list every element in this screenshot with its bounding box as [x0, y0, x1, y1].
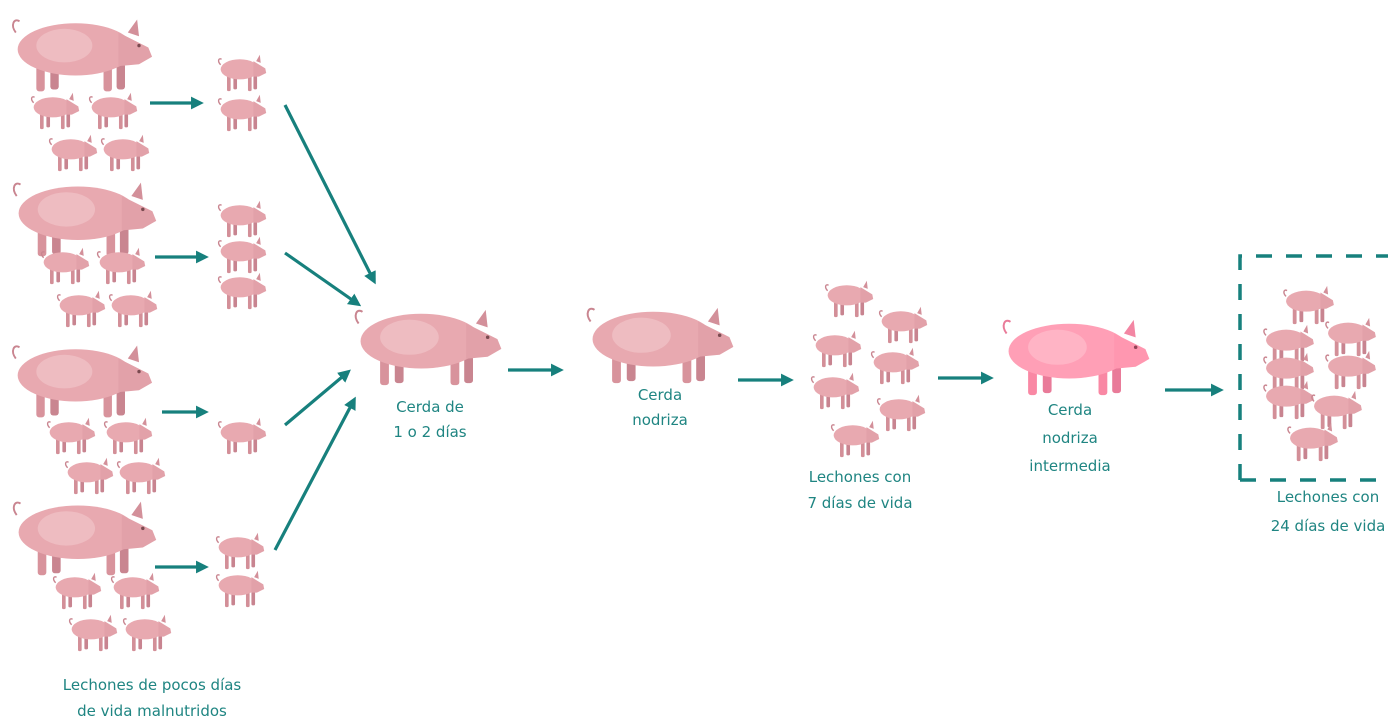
label: 7 días de vida: [807, 494, 912, 512]
label: Lechones de pocos días: [63, 676, 242, 694]
label: Cerda de: [396, 398, 464, 416]
sow: [14, 183, 156, 257]
label: 1 o 2 días: [393, 423, 466, 441]
moved-piglets: [217, 55, 267, 607]
label: de vida malnutridos: [77, 702, 227, 720]
sow: [14, 502, 156, 576]
label: Lechones con: [1277, 488, 1380, 506]
label: Lechones con: [809, 468, 912, 486]
sow: [13, 345, 152, 417]
nurse-sow: [588, 308, 734, 383]
intermediate-nurse-sow: [1004, 320, 1150, 395]
label: 24 días de vida: [1271, 517, 1386, 535]
diagram: Lechones de pocos días de vida malnutrid…: [0, 0, 1388, 720]
piglets-24-days: [1264, 286, 1376, 461]
label: nodriza: [632, 411, 688, 429]
piglets-7-days: [812, 281, 928, 457]
sow-1-2-days: [356, 310, 502, 385]
sow: [13, 19, 152, 91]
label: Cerda: [1048, 401, 1092, 419]
label: nodriza: [1042, 429, 1098, 447]
label: intermedia: [1029, 457, 1110, 475]
page: {"labels": { "malnourished": ["Lechones …: [0, 0, 1388, 720]
label: Cerda: [638, 386, 682, 404]
